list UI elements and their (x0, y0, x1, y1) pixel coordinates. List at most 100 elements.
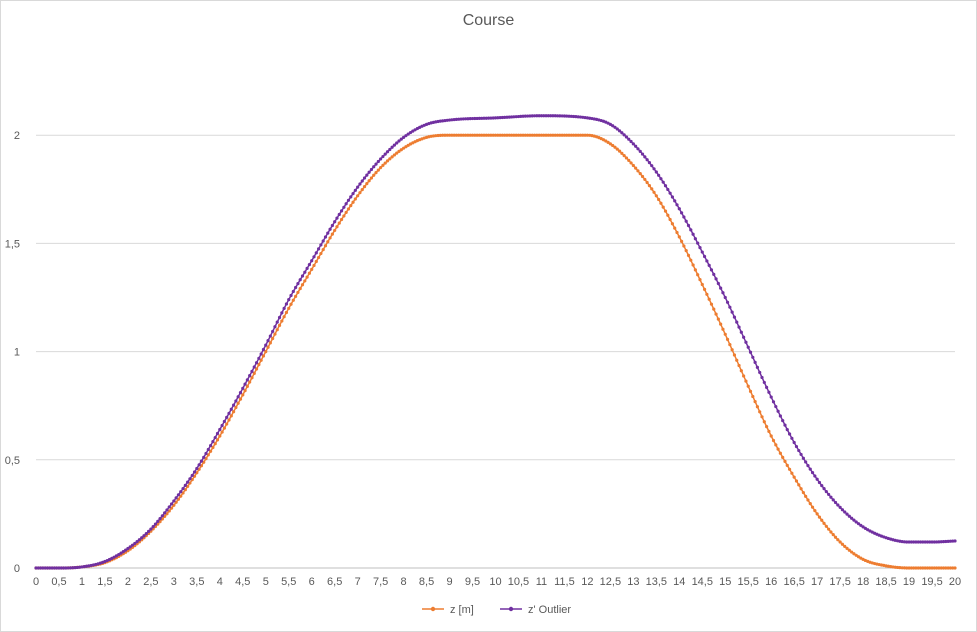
data-point (124, 548, 128, 552)
data-point (532, 114, 537, 118)
data-point (213, 442, 217, 446)
data-point (358, 191, 362, 195)
data-point (321, 239, 325, 243)
data-point (374, 162, 378, 166)
data-point (367, 179, 371, 183)
data-point (365, 182, 369, 186)
data-point (659, 177, 663, 181)
data-point (611, 143, 615, 148)
data-point (820, 518, 824, 522)
data-point (808, 467, 812, 471)
data-point (310, 259, 314, 263)
data-point (34, 566, 38, 570)
data-point (459, 133, 463, 137)
data-point (319, 251, 323, 256)
x-tick-label: 4,5 (235, 576, 250, 588)
data-point (61, 566, 66, 570)
legend-item: z [m] (422, 604, 474, 616)
data-point (693, 268, 697, 272)
data-point (351, 191, 355, 196)
data-point (330, 232, 334, 236)
data-point (271, 329, 275, 334)
data-point (689, 258, 693, 262)
data-point (514, 115, 518, 119)
data-point (500, 133, 504, 137)
data-point (372, 165, 376, 169)
data-point (128, 545, 132, 549)
data-point (737, 363, 741, 368)
data-point (222, 426, 226, 430)
data-point (264, 350, 268, 354)
data-point (833, 500, 838, 505)
x-tick-label: 1 (79, 576, 85, 588)
data-point (254, 367, 259, 371)
x-tick-label: 8,5 (419, 576, 434, 588)
data-point (314, 259, 318, 264)
x-tick-label: 2,5 (143, 576, 158, 588)
data-point (572, 114, 576, 119)
data-point (156, 519, 160, 523)
data-point (257, 356, 261, 360)
data-point (916, 540, 920, 544)
data-point (489, 116, 493, 120)
legend-label: z' Outlier (528, 604, 571, 616)
data-point (907, 566, 911, 570)
data-point (827, 492, 831, 497)
x-tick-label: 5,5 (281, 576, 296, 588)
data-point (804, 460, 808, 464)
data-point (748, 389, 753, 393)
data-point (261, 347, 266, 352)
data-point (487, 133, 491, 137)
data-point (195, 466, 199, 471)
data-point (505, 115, 509, 119)
data-point (73, 566, 77, 570)
data-point (859, 523, 863, 527)
data-point (475, 133, 479, 137)
data-point (167, 505, 171, 509)
data-point (693, 237, 697, 241)
data-point (700, 282, 704, 287)
data-point (930, 566, 934, 570)
data-point (567, 133, 571, 137)
data-point (213, 435, 217, 440)
x-tick-label: 1,5 (97, 576, 112, 588)
x-tick-label: 16,5 (783, 576, 804, 588)
data-point (574, 133, 578, 137)
x-tick-label: 9,5 (465, 576, 480, 588)
data-point (636, 147, 640, 151)
data-point (613, 145, 617, 149)
data-point (680, 239, 684, 243)
data-point (454, 117, 459, 121)
data-point (838, 540, 842, 544)
data-point (470, 133, 475, 137)
data-point (321, 248, 325, 252)
series-group (34, 114, 957, 570)
data-point (344, 210, 348, 215)
data-point (840, 508, 845, 512)
data-point (801, 456, 805, 460)
data-point (507, 133, 511, 137)
data-point (461, 133, 465, 137)
data-point (222, 419, 226, 424)
data-point (682, 215, 686, 219)
x-tick-label: 15,5 (738, 576, 759, 588)
data-point (202, 455, 206, 459)
data-point (151, 525, 155, 529)
data-point (523, 133, 527, 137)
data-point (305, 275, 309, 279)
data-point (774, 404, 778, 409)
data-point (395, 151, 399, 155)
data-point (790, 471, 794, 475)
data-point (179, 490, 183, 494)
data-point (932, 566, 936, 570)
data-point (735, 358, 739, 362)
data-point (183, 483, 187, 487)
data-point (339, 209, 344, 213)
data-point (845, 512, 849, 516)
data-point (229, 414, 233, 418)
data-point (640, 152, 645, 156)
data-point (512, 115, 516, 119)
data-point (392, 143, 397, 147)
data-point (300, 274, 305, 278)
data-point (739, 330, 743, 334)
